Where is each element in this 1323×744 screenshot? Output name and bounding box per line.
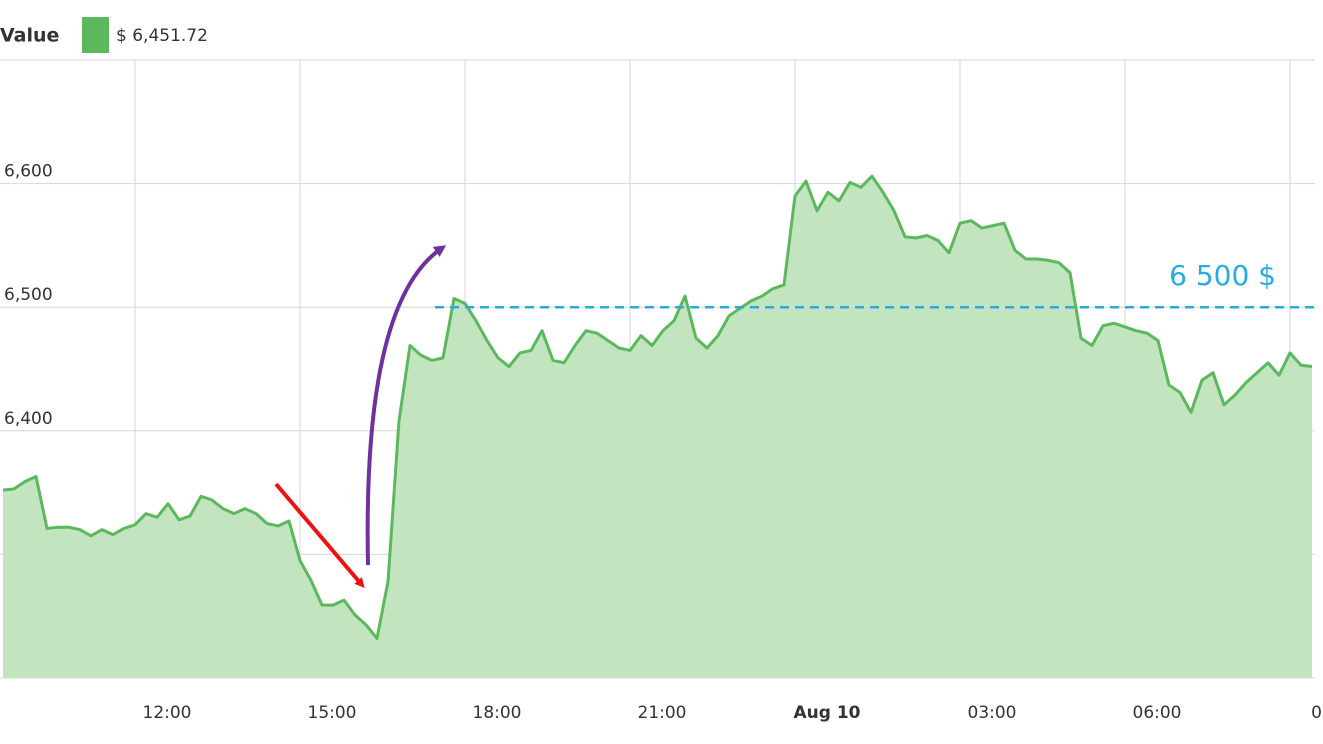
legend-value: $ 6,451.72 [116, 26, 208, 46]
x-tick-label: 03:00 [968, 703, 1017, 723]
arrow-down [274, 482, 365, 589]
legend-swatch [82, 17, 109, 53]
x-tick-label: Aug 10 [793, 703, 860, 723]
y-tick-label: 6,400 [4, 409, 53, 429]
arrow-up [365, 245, 447, 566]
x-tick-label: 12:00 [143, 703, 192, 723]
x-tick-label: 21:00 [638, 703, 687, 723]
line [2, 174, 1313, 640]
y-tick-label: 6,600 [4, 162, 53, 182]
y-tick-label: 6,500 [4, 285, 53, 305]
x-tick-label: 18:00 [473, 703, 522, 723]
x-tick-label: 06:00 [1133, 703, 1182, 723]
legend-name: Value [0, 25, 59, 47]
plot: 6 500 $ [2, 174, 1315, 678]
reference-label: 6 500 $ [1169, 259, 1276, 292]
x-tick-label: 09 [1311, 703, 1323, 723]
x-tick-label: 15:00 [308, 703, 357, 723]
area-fill [3, 176, 1312, 678]
